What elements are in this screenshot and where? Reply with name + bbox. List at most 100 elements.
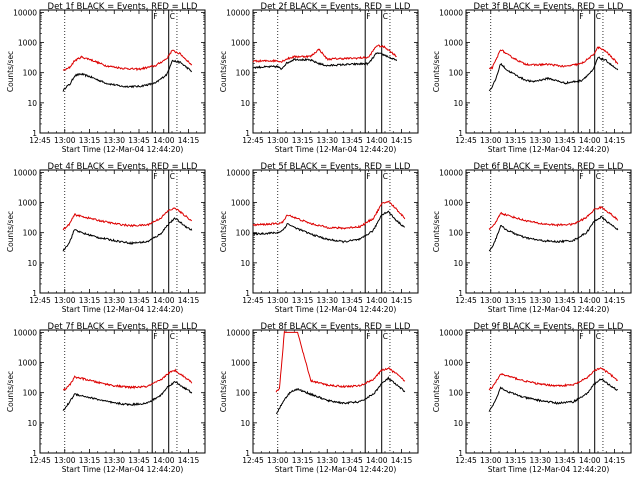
x-tick-label: 13:30 — [316, 296, 338, 305]
series-line-events — [252, 210, 405, 244]
y-tick-label: 10 — [27, 419, 37, 428]
series-line-lld — [62, 49, 193, 72]
x-tick-label: 12:45 — [455, 296, 477, 305]
x-tick-label: 13:15 — [79, 456, 101, 465]
chart-panel-6: Det 6f BLACK = Events, RED = LLD 1 10 100 10… — [432, 162, 632, 314]
x-tick-label: 14:15 — [604, 296, 626, 305]
series-line-events — [488, 378, 619, 412]
y-tick-label: 1 — [32, 289, 37, 298]
y-tick-label: 10000 — [13, 168, 37, 177]
x-tick-label: 14:00 — [366, 136, 388, 145]
x-axis-label: Start Time (12-Mar-04 12:44:20) — [488, 145, 610, 154]
y-tick-label: 10 — [240, 99, 250, 108]
x-tick-label: 13:15 — [79, 296, 101, 305]
y-tick-label: 100 — [236, 69, 251, 78]
chart-title: Det 1f BLACK = Events, RED = LLD — [48, 2, 198, 12]
x-tick-label: 14:00 — [153, 136, 175, 145]
x-axis-label: Start Time (12-Mar-04 12:44:20) — [62, 465, 184, 474]
y-tick-label: 100 — [23, 229, 38, 238]
y-axis-label: Counts/sec — [219, 371, 228, 412]
x-axis-label: Start Time (12-Mar-04 12:44:20) — [488, 465, 610, 474]
y-tick-label: 100 — [449, 69, 464, 78]
x-axis-label: Start Time (12-Mar-04 12:44:20) — [275, 305, 397, 314]
y-tick-label: 1000 — [444, 359, 463, 368]
y-tick-label: 10000 — [13, 8, 37, 17]
y-tick-label: 10 — [240, 259, 250, 268]
x-tick-label: 12:45 — [242, 296, 264, 305]
chart-title: Det 2f BLACK = Events, RED = LLD — [261, 2, 411, 12]
x-tick-label: 13:00 — [480, 456, 502, 465]
chart-title: Det 5f BLACK = Events, RED = LLD — [261, 162, 411, 172]
x-tick-label: 13:30 — [529, 456, 551, 465]
y-tick-label: 1000 — [18, 39, 37, 48]
y-tick-label: 1000 — [18, 359, 37, 368]
y-tick-label: 1 — [245, 449, 250, 458]
series-line-lld — [488, 367, 619, 391]
marker-label-c: C — [170, 12, 175, 21]
x-tick-label: 13:45 — [554, 456, 576, 465]
series-line-events — [488, 215, 619, 252]
x-axis-label: Start Time (12-Mar-04 12:44:20) — [275, 145, 397, 154]
y-tick-label: 100 — [23, 69, 38, 78]
series-line-events — [276, 376, 406, 414]
chart-title: Det 7f BLACK = Events, RED = LLD — [48, 322, 198, 332]
x-axis-label: Start Time (12-Mar-04 12:44:20) — [62, 305, 184, 314]
chart-panel-8: Det 8f BLACK = Events, RED = LLD 1 10 100 10… — [219, 322, 419, 474]
x-tick-label: 13:45 — [341, 456, 363, 465]
y-axis-label: Counts/sec — [432, 51, 441, 92]
x-tick-label: 14:15 — [604, 136, 626, 145]
marker-label-f: F — [153, 332, 157, 341]
series-line-lld — [252, 200, 406, 230]
x-tick-label: 14:15 — [604, 456, 626, 465]
y-tick-label: 10 — [453, 419, 463, 428]
y-tick-label: 1 — [245, 289, 250, 298]
x-tick-label: 13:45 — [128, 456, 150, 465]
x-tick-label: 13:45 — [554, 296, 576, 305]
x-tick-label: 13:15 — [505, 136, 527, 145]
marker-label-f: F — [153, 12, 157, 21]
series-line-lld — [63, 368, 193, 391]
x-tick-label: 13:00 — [267, 136, 289, 145]
marker-label-f: F — [579, 172, 583, 181]
x-tick-label: 12:45 — [242, 456, 264, 465]
x-tick-label: 13:15 — [292, 456, 314, 465]
y-tick-label: 1 — [458, 449, 463, 458]
x-tick-label: 12:45 — [29, 456, 51, 465]
x-axis-label: Start Time (12-Mar-04 12:44:20) — [275, 465, 397, 474]
y-tick-label: 1000 — [231, 359, 250, 368]
y-axis-label: Counts/sec — [6, 51, 15, 92]
x-tick-label: 13:45 — [128, 296, 150, 305]
marker-label-f: F — [579, 12, 583, 21]
y-axis-label: Counts/sec — [219, 51, 228, 92]
marker-label-f: F — [153, 172, 157, 181]
y-tick-label: 1000 — [444, 199, 463, 208]
y-tick-label: 10 — [27, 99, 37, 108]
chart-title: Det 4f BLACK = Events, RED = LLD — [48, 162, 198, 172]
y-tick-label: 10000 — [439, 168, 463, 177]
x-tick-label: 13:00 — [480, 296, 502, 305]
y-tick-label: 1000 — [18, 199, 37, 208]
y-tick-label: 100 — [449, 229, 464, 238]
y-tick-label: 1000 — [231, 39, 250, 48]
chart-title: Det 9f BLACK = Events, RED = LLD — [474, 322, 624, 332]
y-tick-label: 10 — [27, 259, 37, 268]
x-tick-label: 12:45 — [242, 136, 264, 145]
chart-panel-2: Det 2f BLACK = Events, RED = LLD 1 10 100 10… — [219, 2, 419, 154]
x-tick-label: 13:00 — [267, 296, 289, 305]
x-tick-label: 13:15 — [292, 296, 314, 305]
x-axis-label: Start Time (12-Mar-04 12:44:20) — [62, 145, 184, 154]
x-tick-label: 14:00 — [579, 136, 601, 145]
x-tick-label: 13:00 — [54, 136, 76, 145]
marker-label-c: C — [596, 332, 601, 341]
y-tick-label: 100 — [449, 389, 464, 398]
x-tick-label: 14:00 — [153, 296, 175, 305]
marker-label-f: F — [366, 172, 370, 181]
x-tick-label: 14:00 — [153, 456, 175, 465]
marker-label-f: F — [366, 12, 370, 21]
chart-panel-7: Det 7f BLACK = Events, RED = LLD 1 10 100 10… — [6, 322, 206, 474]
marker-label-c: C — [170, 332, 175, 341]
chart-panel-4: Det 4f BLACK = Events, RED = LLD 1 10 100 10… — [6, 162, 206, 314]
y-tick-label: 1 — [32, 449, 37, 458]
x-tick-label: 13:45 — [341, 136, 363, 145]
